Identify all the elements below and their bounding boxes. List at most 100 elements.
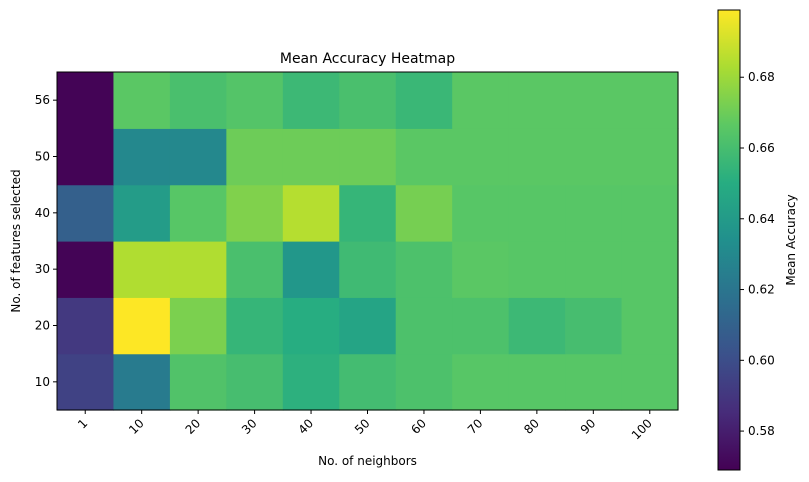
heatmap-cell (57, 353, 115, 411)
heatmap-cell (113, 72, 171, 129)
heatmap-cell (113, 297, 171, 355)
heatmap-cell (169, 72, 227, 129)
heatmap-cell (621, 297, 679, 355)
colorbar-tick-label: 0.68 (748, 70, 775, 84)
heatmap-cell (57, 72, 115, 129)
heatmap-cell (508, 241, 566, 298)
heatmap-cell (565, 241, 623, 298)
y-tick-label: 30 (35, 262, 50, 276)
heatmap-cell (282, 72, 340, 129)
heatmap-cell (621, 72, 679, 129)
heatmap-cell (282, 297, 340, 355)
colorbar-label: Mean Accuracy (784, 194, 798, 285)
x-axis-ticks: 1 10 20 30 40 50 60 70 80 90 100 (75, 410, 655, 442)
heatmap-cell (113, 128, 171, 186)
heatmap-cell (339, 128, 397, 186)
heatmap-cell (395, 128, 453, 186)
heatmap-cell (57, 241, 115, 298)
heatmap-cell (565, 72, 623, 129)
heatmap-cell (395, 241, 453, 298)
heatmap-cell (452, 297, 510, 355)
heatmap-cell (169, 184, 227, 242)
heatmap-cell (226, 241, 284, 298)
heatmap-cell (508, 128, 566, 186)
heatmap-cell (452, 353, 510, 411)
heatmap-cell (565, 184, 623, 242)
heatmap-cell (226, 184, 284, 242)
y-tick-label: 50 (35, 150, 50, 164)
colorbar-frame (717, 9, 741, 471)
x-tick-label: 90 (578, 416, 599, 437)
heatmap-cell (339, 72, 397, 129)
heatmap-cell (339, 353, 397, 411)
heatmap-cell (452, 128, 510, 186)
y-tick-label: 20 (35, 319, 50, 333)
heatmap-cell (113, 353, 171, 411)
heatmap-cell (57, 297, 115, 355)
heatmap-cell (282, 353, 340, 411)
heatmap-cell (57, 128, 115, 186)
x-tick-label: 50 (352, 416, 373, 437)
heatmap-cell (452, 72, 510, 129)
heatmap-cell (169, 241, 227, 298)
heatmap-cell (226, 72, 284, 129)
x-tick-label: 60 (408, 416, 429, 437)
colorbar-ticks: 0.58 0.60 0.62 0.64 0.66 0.68 (740, 70, 775, 438)
heatmap-cell (452, 184, 510, 242)
heatmap-cell (169, 297, 227, 355)
heatmap-cell (113, 241, 171, 298)
heatmap-cell (395, 353, 453, 411)
heatmap-cell (508, 72, 566, 129)
heatmap-cell (282, 128, 340, 186)
chart-title: Mean Accuracy Heatmap (280, 51, 455, 67)
heatmap-cell (621, 184, 679, 242)
y-tick-label: 10 (35, 375, 50, 389)
x-tick-label: 1 (75, 416, 90, 431)
heatmap-cell (339, 241, 397, 298)
heatmap-cell (282, 241, 340, 298)
heatmap-cell (339, 184, 397, 242)
heatmap-cell (508, 184, 566, 242)
heatmap-cell (169, 353, 227, 411)
x-tick-label: 100 (629, 416, 655, 442)
heatmap-cell (565, 353, 623, 411)
heatmap-cell (339, 297, 397, 355)
heatmap-cell (621, 128, 679, 186)
x-tick-label: 10 (126, 416, 147, 437)
heatmap-cells (57, 72, 679, 411)
heatmap-cell (226, 128, 284, 186)
colorbar (718, 10, 740, 470)
heatmap-cell (395, 72, 453, 129)
heatmap-cell (282, 184, 340, 242)
heatmap-cell (395, 297, 453, 355)
heatmap-cell (169, 128, 227, 186)
colorbar-tick-label: 0.64 (748, 212, 775, 226)
y-tick-label: 56 (35, 93, 50, 107)
heatmap-cell (226, 297, 284, 355)
x-tick-label: 80 (521, 416, 542, 437)
x-tick-label: 30 (239, 416, 260, 437)
y-axis-label: No. of features selected (9, 169, 23, 312)
y-tick-label: 40 (35, 206, 50, 220)
heatmap-cell (565, 128, 623, 186)
heatmap-cell (508, 297, 566, 355)
x-axis-label: No. of neighbors (318, 454, 417, 468)
y-axis-ticks: 10 20 30 40 50 56 (35, 93, 57, 389)
heatmap-cell (565, 297, 623, 355)
heatmap-cell (621, 241, 679, 298)
x-tick-label: 20 (183, 416, 204, 437)
colorbar-tick-label: 0.66 (748, 141, 775, 155)
heatmap-cell (508, 353, 566, 411)
colorbar-tick-label: 0.60 (748, 353, 775, 367)
heatmap-cell (226, 353, 284, 411)
colorbar-tick-label: 0.58 (748, 424, 775, 438)
x-tick-label: 40 (295, 416, 316, 437)
heatmap-cell (113, 184, 171, 242)
heatmap-cell (452, 241, 510, 298)
heatmap-cell (395, 184, 453, 242)
heatmap-cell (57, 184, 115, 242)
colorbar-tick-label: 0.62 (748, 283, 775, 297)
heatmap-cell (621, 353, 679, 411)
x-tick-label: 70 (465, 416, 486, 437)
